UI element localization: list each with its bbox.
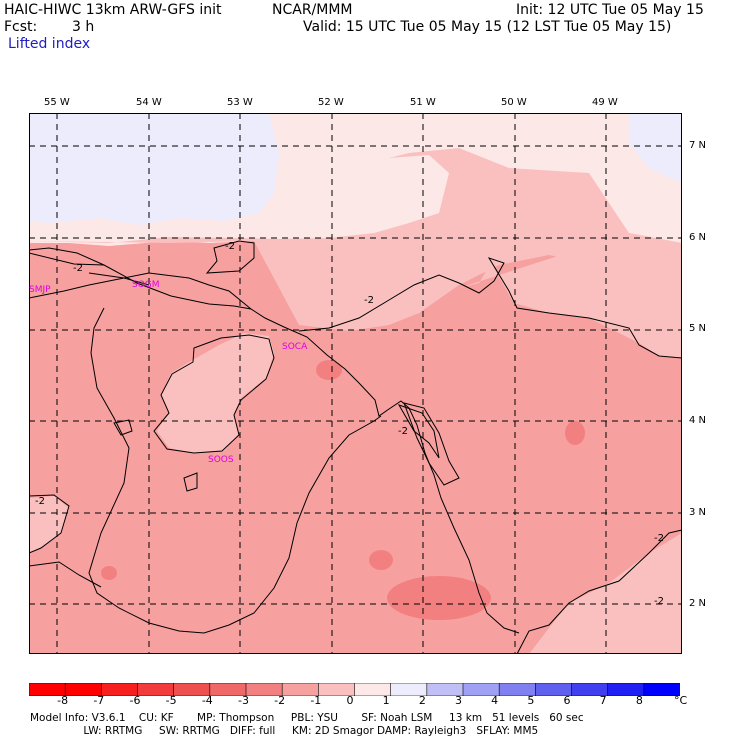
fcst-label: Fcst:	[4, 19, 38, 35]
lon-label-53w: 53 W	[227, 97, 253, 108]
field-minus3-blob-east	[565, 421, 585, 445]
colorbar-tick-label: -4	[201, 694, 213, 707]
init-time: Init: 12 UTC Tue 05 May 15	[516, 2, 704, 18]
contour-minus2-interior	[153, 334, 275, 454]
contour-label: -2	[35, 496, 45, 507]
map-frame	[29, 113, 682, 654]
map-svg: -2 -2 -2 -2 -2 -2 -2 SMJP SOGM SOCA SOOS	[28, 113, 683, 655]
lifted-index-map: -2 -2 -2 -2 -2 -2 -2 SMJP SOGM SOCA SOOS	[28, 113, 683, 655]
model-title: HAIC-HIWC 13km ARW-GFS init	[4, 2, 222, 18]
lon-label-50w: 50 W	[501, 97, 527, 108]
footer-model-info: Model Info: V3.6.1 CU: KF MP: Thompson P…	[30, 712, 584, 724]
colorbar-tick-label: -3	[238, 694, 249, 707]
colorbar-tick-label: -6	[129, 694, 141, 707]
field-minus3-blob-west	[101, 566, 117, 580]
colorbar-tick-label: -1	[310, 694, 322, 707]
field-minus3-blob-center	[369, 550, 393, 570]
colorbar-tick-label: 1	[382, 694, 390, 707]
contour-label: -2	[364, 295, 374, 306]
org-label: NCAR/MMM	[272, 2, 353, 18]
contour-minus2-west	[28, 494, 70, 554]
field-minus1-band	[29, 148, 682, 331]
field-minus1-interior	[157, 333, 274, 453]
contour-minus2-small-b	[183, 472, 198, 492]
field-stable-region-east	[629, 113, 682, 183]
colorbar-tick-label: 8	[635, 694, 643, 707]
station-label-smjp: SMJP	[29, 285, 51, 295]
contour-minus2-c	[298, 257, 683, 359]
colorbar-tick-label: -2	[274, 694, 286, 707]
contour-minus2-cape	[403, 402, 460, 486]
contour-label: -2	[73, 263, 83, 274]
lon-label-52w: 52 W	[318, 97, 344, 108]
colorbar-unit: °C	[674, 694, 688, 707]
border-suriname-guyane	[88, 307, 382, 634]
colorbar-tick-label: 5	[527, 694, 535, 707]
colorbar-tick-label: -5	[165, 694, 177, 707]
lat-label-7n: 7 N	[689, 140, 707, 151]
lon-label-49w: 49 W	[592, 97, 618, 108]
colorbar-tick-label: 4	[491, 694, 499, 707]
station-label-soos: SOOS	[208, 455, 234, 465]
field-minus1-southeast	[529, 533, 682, 654]
colorbar-tick-label: -8	[57, 694, 69, 707]
field-minus1-east	[459, 233, 682, 358]
colorbar-tick-label: 3	[455, 694, 462, 707]
contour-label: -2	[654, 533, 664, 544]
colorbar	[28, 681, 681, 697]
contour-minus2-small-a	[113, 419, 133, 436]
colorbar-tick-label: -7	[93, 694, 105, 707]
valid-time: Valid: 15 UTC Tue 05 May 15 (12 LST Tue …	[303, 19, 672, 35]
colorbar-labels: -8 -7 -6 -5 -4 -3 -2 -1 0 1 2 3 4 5 6 7 8	[29, 694, 709, 708]
colorbar-tick-label: 6	[563, 694, 571, 707]
lat-label-4n: 4 N	[689, 415, 707, 426]
lon-label-55w: 55 W	[44, 97, 70, 108]
lon-label-51w: 51 W	[410, 97, 436, 108]
contour-label: -2	[398, 426, 408, 437]
colorbar-tick-label: 2	[418, 694, 426, 707]
fcst-value: 3 h	[72, 19, 95, 35]
coastline	[28, 247, 520, 634]
lat-label-5n: 5 N	[689, 323, 707, 334]
field-stable-region-west	[29, 113, 279, 225]
contour-minus2-b	[205, 240, 255, 274]
field-minus3-blob-coast	[316, 360, 342, 380]
station-label-sogm: SOGM	[132, 280, 160, 290]
contour-label: -2	[225, 241, 235, 252]
field-minus3-blob-south	[387, 576, 491, 620]
lon-label-54w: 54 W	[136, 97, 162, 108]
contour-minus2-southeast	[516, 529, 683, 655]
field-minus1-west	[29, 496, 69, 553]
lat-label-3n: 3 N	[689, 507, 707, 518]
station-label-soca: SOCA	[282, 342, 308, 352]
footer-physics-info: LW: RRTMG SW: RRTMG DIFF: full KM: 2D Sm…	[30, 725, 539, 737]
border-southwest	[28, 561, 102, 588]
colorbar-tick-label: 0	[346, 694, 354, 707]
lat-label-2n: 2 N	[689, 598, 707, 609]
contour-minus2-a	[28, 252, 150, 286]
colorbar-tick-label: 7	[599, 694, 607, 707]
field-name: Lifted index	[8, 36, 91, 52]
lat-label-6n: 6 N	[689, 232, 707, 243]
lat-lon-grid	[29, 113, 682, 654]
contour-label: -2	[654, 596, 664, 607]
colorbar-svg	[28, 682, 681, 697]
